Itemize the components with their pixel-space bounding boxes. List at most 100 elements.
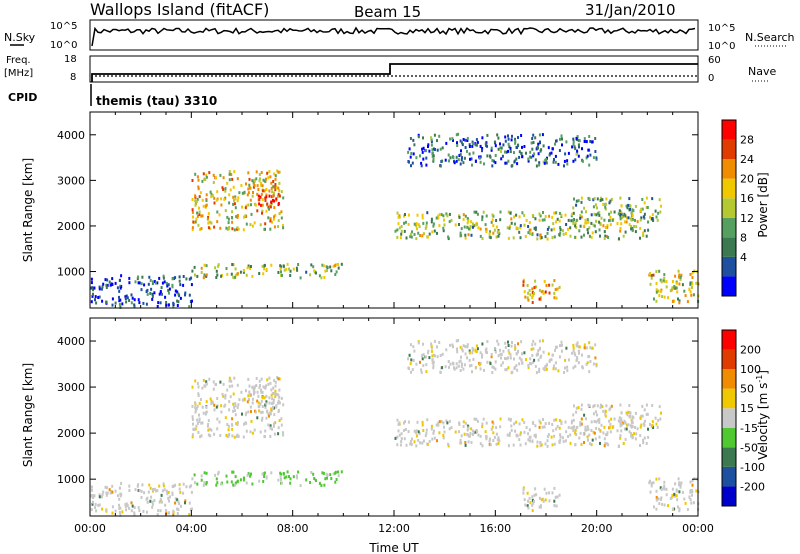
velocity-cell	[133, 511, 136, 515]
velocity-cell	[121, 510, 124, 514]
velocity-cell	[595, 362, 598, 366]
power-cell	[675, 281, 678, 285]
velocity-cell	[325, 472, 328, 476]
velocity-cell	[540, 354, 543, 358]
velocity-cell	[652, 426, 655, 430]
velocity-cell	[217, 472, 220, 476]
power-cell	[518, 150, 521, 154]
power-cell	[137, 298, 140, 302]
power-cell	[547, 146, 550, 150]
power-cell	[589, 139, 592, 143]
power-cell	[479, 160, 482, 164]
power-cell	[683, 289, 686, 293]
velocity-cell	[476, 419, 479, 423]
velocity-cell	[172, 513, 175, 517]
power-cell	[609, 215, 612, 219]
power-cell	[295, 266, 298, 270]
power-cell	[224, 209, 227, 213]
velocity-cell	[213, 432, 216, 436]
power-cell	[168, 287, 171, 291]
power-cell	[534, 217, 537, 221]
power-cell	[575, 218, 578, 222]
velocity-cell	[573, 351, 576, 355]
velocity-cell	[176, 498, 179, 502]
velocity-cell	[97, 503, 100, 507]
velocity-cell	[537, 358, 540, 362]
power-cell	[631, 217, 634, 221]
power-cell	[274, 177, 277, 181]
power-cell	[433, 133, 436, 137]
power-cell	[278, 189, 281, 192]
velocity-cell	[151, 500, 154, 504]
velocity-cell	[214, 473, 217, 477]
power-cell	[400, 232, 403, 236]
noise-panel: N.Sky 10^5 10^0 10^5 10^0 N.Search	[4, 19, 795, 52]
velocity-cell	[134, 488, 137, 492]
velocity-cell	[277, 426, 280, 430]
power-cell	[207, 212, 210, 216]
power-cell	[514, 141, 517, 145]
power-cell	[194, 220, 197, 224]
power-cell	[572, 140, 575, 144]
velocity-cell	[502, 349, 505, 353]
velocity-cell	[595, 426, 598, 430]
power-cell	[409, 155, 412, 159]
power-cell	[507, 210, 510, 214]
power-cell	[500, 150, 502, 154]
power-cell	[269, 217, 272, 221]
power-cell	[417, 135, 420, 139]
velocity-cell	[119, 492, 122, 496]
velocity-cell	[545, 367, 548, 371]
velocity-cell	[642, 438, 645, 442]
velocity-cell	[584, 425, 587, 429]
power-cell	[160, 286, 163, 290]
velocity-cell	[619, 436, 622, 440]
velocity-cell	[599, 405, 602, 409]
power-cell	[206, 217, 209, 221]
power-x-ticks	[89, 112, 699, 308]
velocity-colorbar-tick: 100	[740, 363, 761, 376]
velocity-cell	[409, 439, 412, 443]
power-cell	[620, 210, 623, 214]
velocity-cell	[422, 342, 424, 346]
power-cell	[421, 147, 424, 151]
velocity-cell	[154, 489, 157, 493]
velocity-cell	[523, 351, 526, 355]
velocity-cell	[274, 380, 277, 384]
velocity-cell	[572, 418, 575, 422]
power-cell	[470, 157, 473, 161]
velocity-cell	[142, 509, 145, 513]
power-cell	[586, 218, 589, 222]
power-cell	[679, 277, 682, 281]
velocity-cell	[171, 491, 174, 495]
power-cell	[486, 144, 488, 148]
velocity-ytick-label: 4000	[57, 335, 85, 348]
velocity-cell	[649, 490, 652, 494]
power-cell	[655, 290, 658, 294]
power-cell	[228, 170, 231, 174]
power-cell	[404, 220, 407, 224]
velocity-cell	[625, 427, 628, 431]
velocity-cell	[407, 357, 410, 361]
velocity-cell	[265, 384, 267, 388]
power-cell	[458, 154, 461, 157]
velocity-colorbar-frame	[721, 329, 737, 507]
velocity-cell	[548, 499, 551, 503]
power-cell	[220, 197, 223, 201]
power-cell	[691, 285, 693, 289]
power-cell	[179, 283, 182, 287]
velocity-cell	[581, 353, 583, 357]
velocity-cell	[269, 412, 272, 416]
velocity-cell	[486, 360, 489, 364]
power-cell	[442, 214, 445, 218]
power-cell	[592, 198, 595, 202]
velocity-cell	[111, 484, 114, 488]
power-cell	[643, 212, 646, 216]
velocity-ytick-label: 2000	[57, 427, 85, 440]
velocity-cell	[542, 367, 545, 371]
velocity-cell	[514, 429, 516, 433]
power-cell	[106, 278, 109, 282]
velocity-cell	[567, 358, 570, 362]
power-cell	[262, 178, 265, 182]
